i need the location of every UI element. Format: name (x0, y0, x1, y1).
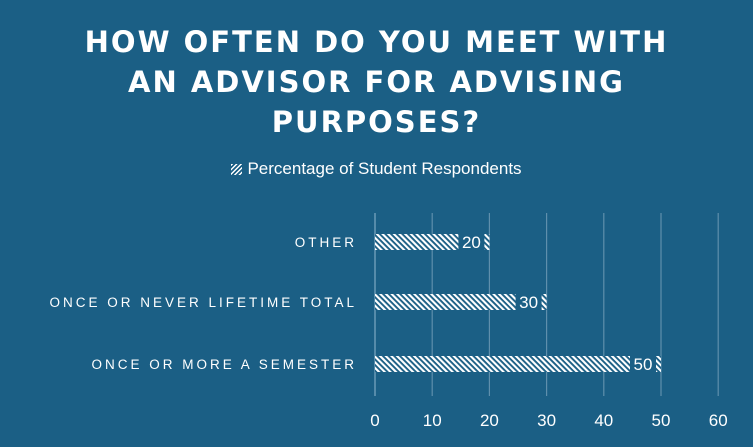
legend: Percentage of Student Respondents (0, 158, 753, 180)
labels: 0 10 20 30 40 50 60 OTHER 20 ONCE OR NEVER LIFETI… (49, 233, 728, 430)
x-tick-label: 30 (537, 411, 556, 430)
x-tick-label: 60 (709, 411, 728, 430)
x-tick-label: 50 (652, 411, 671, 430)
category-label: OTHER (295, 235, 357, 250)
data-label: 50 (634, 355, 653, 374)
chart-title: HOW OFTEN DO YOU MEET WITH AN ADVISOR FO… (84, 25, 669, 139)
data-label-background (515, 293, 542, 311)
legend-label: Percentage of Student Respondents (247, 159, 522, 178)
legend-swatch (231, 164, 243, 175)
category-label: ONCE OR NEVER LIFETIME TOTAL (49, 295, 357, 310)
data-label-background (630, 355, 656, 373)
x-tick-label: 0 (370, 411, 379, 430)
x-tick-label: 40 (594, 411, 613, 430)
data-label: 20 (462, 233, 481, 252)
data-label: 30 (519, 293, 538, 312)
bar (375, 356, 661, 372)
x-tick-label: 10 (423, 411, 442, 430)
bar (375, 294, 547, 310)
category-label: ONCE OR MORE A SEMESTER (91, 357, 357, 372)
data-label-background (458, 233, 485, 251)
x-tick-label: 20 (480, 411, 499, 430)
